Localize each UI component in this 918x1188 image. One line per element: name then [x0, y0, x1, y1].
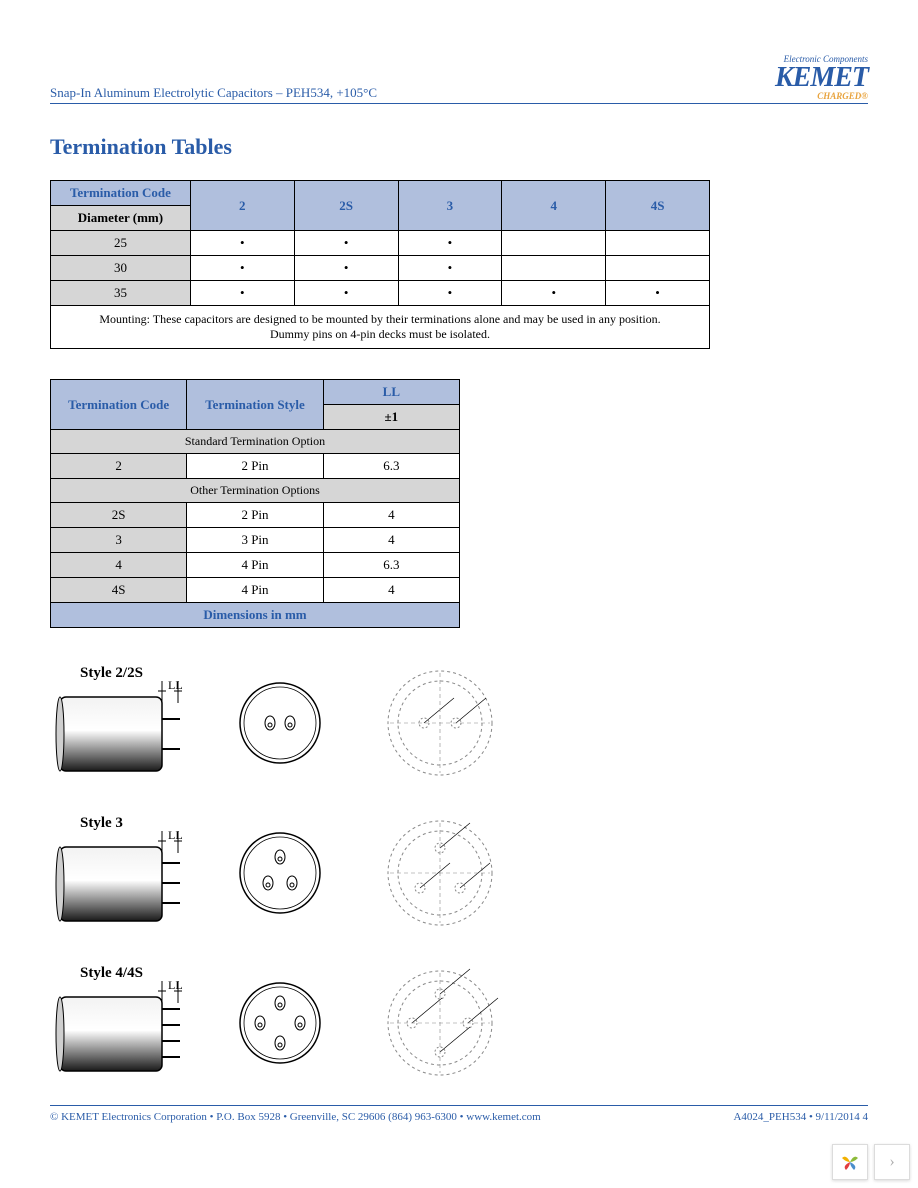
- capacitor-schematic-icon: [360, 958, 520, 1088]
- t1-mark-cell: •: [606, 281, 710, 306]
- t1-col-4s: 4S: [606, 181, 710, 231]
- footer-right: A4024_PEH534 • 9/11/2014 4: [733, 1111, 868, 1123]
- capacitor-top-icon: [230, 973, 330, 1073]
- style-diagrams: Style 2/2S LL Style 3 LL Style 4/4S LL: [50, 658, 868, 1088]
- t2-cell: 2 Pin: [187, 454, 323, 479]
- t1-mark-cell: •: [398, 256, 502, 281]
- page-footer: © KEMET Electronics Corporation • P.O. B…: [50, 1105, 868, 1123]
- t2-cell: 3: [51, 528, 187, 553]
- page-header: Snap-In Aluminum Electrolytic Capacitors…: [50, 55, 868, 104]
- t1-mark-cell: [502, 256, 606, 281]
- t1-head-code: Termination Code: [51, 181, 191, 206]
- t1-head-diam: Diameter (mm): [51, 206, 191, 231]
- petal-icon: [838, 1150, 862, 1174]
- svg-text:LL: LL: [168, 828, 183, 842]
- t2-cell: 4: [323, 503, 459, 528]
- diagram-row: Style 3 LL: [50, 808, 868, 938]
- capacitor-side-icon: Style 3 LL: [50, 813, 200, 933]
- t2-head-style: Termination Style: [187, 380, 323, 430]
- capacitor-top-icon: [230, 823, 330, 923]
- t1-diam-cell: 25: [51, 231, 191, 256]
- viewer-logo-button[interactable]: [832, 1144, 868, 1180]
- t2-head-tol: ±1: [323, 405, 459, 430]
- t1-mark-cell: •: [294, 256, 398, 281]
- svg-text:Style 3: Style 3: [80, 815, 123, 831]
- svg-text:Style 4/4S: Style 4/4S: [80, 965, 143, 981]
- t2-cell: 2S: [51, 503, 187, 528]
- capacitor-side-icon: Style 4/4S LL: [50, 963, 200, 1083]
- t1-note-l2: Dummy pins on 4-pin decks must be isolat…: [270, 327, 490, 341]
- t2-sect-std: Standard Termination Option: [51, 430, 460, 454]
- t1-col-2s: 2S: [294, 181, 398, 231]
- chevron-right-icon: ›: [889, 1153, 894, 1171]
- t1-col-3: 3: [398, 181, 502, 231]
- brand-logo: Electronic Components KEMET CHARGED®: [775, 55, 868, 101]
- t1-mark-cell: •: [294, 231, 398, 256]
- t1-mark-cell: •: [294, 281, 398, 306]
- capacitor-schematic-icon: [360, 658, 520, 788]
- capacitor-schematic-icon: [360, 808, 520, 938]
- t1-note-l1: Mounting: These capacitors are designed …: [99, 312, 660, 326]
- t2-cell: 4 Pin: [187, 553, 323, 578]
- next-page-button[interactable]: ›: [874, 1144, 910, 1180]
- t1-mark-cell: [606, 256, 710, 281]
- t1-mark-cell: •: [190, 281, 294, 306]
- t1-diam-cell: 30: [51, 256, 191, 281]
- t2-cell: 4: [323, 528, 459, 553]
- termination-code-table: Termination Code 2 2S 3 4 4S Diameter (m…: [50, 180, 710, 349]
- t1-note: Mounting: These capacitors are designed …: [51, 306, 710, 349]
- t1-mark-cell: •: [398, 231, 502, 256]
- t2-head-code: Termination Code: [51, 380, 187, 430]
- viewer-controls: ›: [832, 1144, 910, 1180]
- logo-sub: CHARGED®: [775, 92, 868, 101]
- t2-cell: 2 Pin: [187, 503, 323, 528]
- t2-cell: 4 Pin: [187, 578, 323, 603]
- t1-mark-cell: •: [190, 256, 294, 281]
- t2-cell: 4: [323, 578, 459, 603]
- t2-sect-other: Other Termination Options: [51, 479, 460, 503]
- diagram-row: Style 4/4S LL: [50, 958, 868, 1088]
- t2-cell: 6.3: [323, 454, 459, 479]
- t1-mark-cell: •: [398, 281, 502, 306]
- t2-cell: 4S: [51, 578, 187, 603]
- footer-left: © KEMET Electronics Corporation • P.O. B…: [50, 1111, 541, 1123]
- t2-footer: Dimensions in mm: [51, 603, 460, 628]
- t2-cell: 3 Pin: [187, 528, 323, 553]
- capacitor-side-icon: Style 2/2S LL: [50, 663, 200, 783]
- svg-text:LL: LL: [168, 978, 183, 992]
- svg-text:LL: LL: [168, 678, 183, 692]
- section-title: Termination Tables: [50, 134, 868, 160]
- logo-name: KEMET: [775, 64, 868, 92]
- t2-cell: 4: [51, 553, 187, 578]
- capacitor-top-icon: [230, 673, 330, 773]
- t2-head-ll: LL: [323, 380, 459, 405]
- t1-col-4: 4: [502, 181, 606, 231]
- t1-mark-cell: •: [502, 281, 606, 306]
- t1-mark-cell: [606, 231, 710, 256]
- diagram-row: Style 2/2S LL: [50, 658, 868, 788]
- termination-style-table: Termination Code Termination Style LL ±1…: [50, 379, 460, 628]
- t1-mark-cell: •: [190, 231, 294, 256]
- t2-cell: 2: [51, 454, 187, 479]
- t1-diam-cell: 35: [51, 281, 191, 306]
- t2-cell: 6.3: [323, 553, 459, 578]
- t1-col-2: 2: [190, 181, 294, 231]
- breadcrumb: Snap-In Aluminum Electrolytic Capacitors…: [50, 85, 377, 101]
- t1-mark-cell: [502, 231, 606, 256]
- svg-text:Style 2/2S: Style 2/2S: [80, 665, 143, 681]
